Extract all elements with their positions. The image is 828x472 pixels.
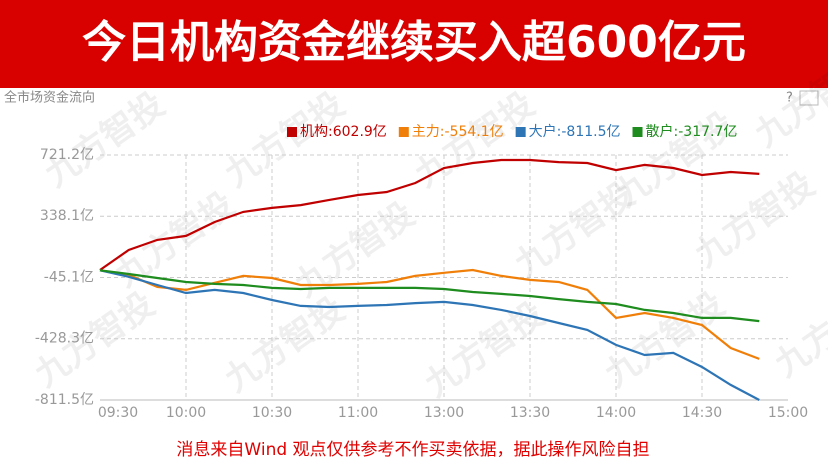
- legend-swatch: [515, 127, 526, 137]
- x-tick-label: 13:30: [510, 405, 550, 421]
- legend-swatch: [632, 127, 643, 137]
- legend-label: 散户:-317.7亿: [646, 123, 738, 140]
- x-tick-label: 10:00: [166, 405, 206, 421]
- series-line: [99, 269, 760, 323]
- note: 消息来自Wind 观点仅供参考不作买卖依据，据此操作风险自担: [176, 440, 649, 460]
- watermark: 九方智投: [598, 284, 732, 395]
- help-icon[interactable]: ?: [786, 91, 793, 106]
- chart-subtitle: 全市场资金流向: [4, 90, 95, 106]
- watermark: 九方智投: [418, 294, 552, 405]
- watermark: 九方智投: [108, 184, 242, 295]
- chart-title: 今日机构资金继续买入超600亿元: [82, 17, 746, 68]
- series-line: [99, 269, 760, 401]
- legend-swatch: [398, 127, 409, 137]
- y-tick-label: -45.1亿: [44, 269, 94, 285]
- x-tick-label: 11:00: [338, 405, 378, 421]
- y-tick-label: -811.5亿: [35, 392, 94, 408]
- wp-icon[interactable]: [799, 90, 819, 106]
- banner: [0, 0, 828, 88]
- legend-label: 大户:-811.5亿: [529, 123, 621, 140]
- y-tick-label: -428.3亿: [35, 331, 94, 347]
- x-tick-label: 09:30: [98, 405, 138, 421]
- x-tick-label: 14:00: [596, 405, 636, 421]
- x-tick-label: 10:30: [252, 405, 292, 421]
- watermark: 九方智投: [508, 174, 642, 285]
- legend-label: 机构:602.9亿: [300, 124, 387, 140]
- x-tick-label: 14:30: [682, 405, 722, 421]
- watermark: 九方智投: [768, 274, 828, 385]
- x-tick-label: 15:00: [768, 405, 808, 421]
- y-tick-label: 338.1亿: [40, 208, 94, 224]
- series-line: [99, 158, 760, 271]
- legend-swatch: [287, 127, 297, 137]
- watermark: 九方智投: [688, 164, 822, 275]
- y-tick-label: 721.2亿: [40, 147, 94, 163]
- x-tick-label: 13:00: [424, 405, 464, 421]
- legend-label: 主力:-554.1亿: [412, 124, 504, 140]
